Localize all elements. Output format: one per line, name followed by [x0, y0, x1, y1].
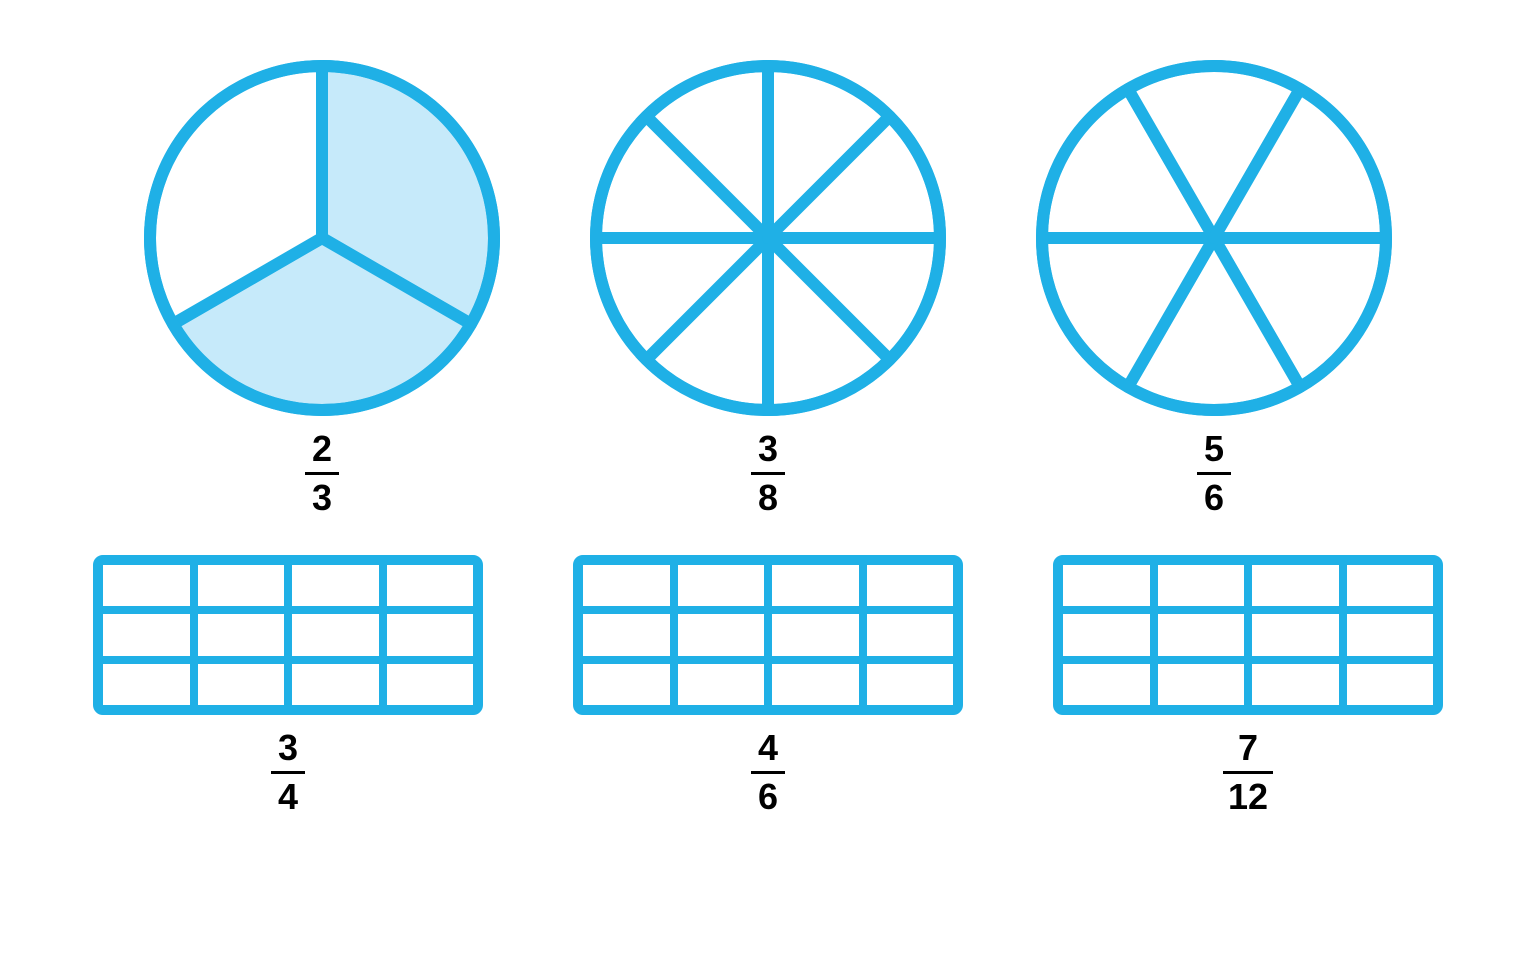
fraction-numerator: 3 — [758, 430, 778, 468]
fraction: 34 — [271, 729, 305, 816]
grid-7-12 — [1053, 555, 1443, 715]
fraction: 712 — [1223, 729, 1273, 816]
grid-cell — [387, 664, 474, 705]
grid-cell — [1347, 664, 1434, 705]
grid-cell — [1252, 565, 1339, 606]
grids-row: 3446712 — [0, 555, 1536, 816]
fraction-denominator: 6 — [758, 778, 778, 816]
circle-item: 56 — [1036, 60, 1392, 517]
grid-cell — [292, 614, 379, 655]
grid-cell — [867, 565, 954, 606]
grid-cell — [1347, 614, 1434, 655]
grid-cell — [867, 664, 954, 705]
fraction-denominator: 4 — [278, 778, 298, 816]
fraction-numerator: 7 — [1238, 729, 1258, 767]
fraction-denominator: 8 — [758, 479, 778, 517]
fraction-bar — [751, 472, 785, 475]
grid-item: 34 — [93, 555, 483, 816]
fraction-denominator: 6 — [1204, 479, 1224, 517]
grid-cell — [867, 614, 954, 655]
grid-cell — [103, 565, 190, 606]
grid-cell — [1252, 614, 1339, 655]
grid-cell — [772, 614, 859, 655]
fraction-numerator: 3 — [278, 729, 298, 767]
grid-cell — [103, 664, 190, 705]
grid-cell — [292, 565, 379, 606]
circle-3-8 — [590, 60, 946, 416]
fraction: 23 — [305, 430, 339, 517]
fraction-numerator: 5 — [1204, 430, 1224, 468]
grid-cell — [1347, 565, 1434, 606]
grid-cell — [678, 614, 765, 655]
grid-cell — [1063, 664, 1150, 705]
grid-cell — [198, 565, 285, 606]
circle-2-3 — [144, 60, 500, 416]
fraction-bar — [271, 771, 305, 774]
fraction-numerator: 4 — [758, 729, 778, 767]
grid-cell — [103, 614, 190, 655]
fraction-bar — [1223, 771, 1273, 774]
grid-cell — [678, 664, 765, 705]
grid-cell — [1158, 664, 1245, 705]
fraction-denominator: 3 — [312, 479, 332, 517]
grid-cell — [772, 565, 859, 606]
grid-cell — [678, 565, 765, 606]
grid-cell — [1063, 565, 1150, 606]
grid-cell — [583, 664, 670, 705]
grid-cell — [387, 565, 474, 606]
grid-3-4 — [93, 555, 483, 715]
circles-row: 233856 — [0, 60, 1536, 517]
grid-item: 46 — [573, 555, 963, 816]
fraction: 46 — [751, 729, 785, 816]
fraction-bar — [1197, 472, 1231, 475]
grid-cell — [1063, 614, 1150, 655]
grid-item: 712 — [1053, 555, 1443, 816]
grid-cell — [772, 664, 859, 705]
grid-cell — [1158, 614, 1245, 655]
fraction-bar — [751, 771, 785, 774]
grid-cell — [198, 614, 285, 655]
grid-cell — [583, 565, 670, 606]
grid-cell — [292, 664, 379, 705]
grid-cell — [583, 614, 670, 655]
fraction-numerator: 2 — [312, 430, 332, 468]
grid-cell — [387, 614, 474, 655]
circle-item: 23 — [144, 60, 500, 517]
fraction: 56 — [1197, 430, 1231, 517]
circle-5-6 — [1036, 60, 1392, 416]
fraction-denominator: 12 — [1228, 778, 1268, 816]
fraction: 38 — [751, 430, 785, 517]
fraction-bar — [305, 472, 339, 475]
grid-cell — [198, 664, 285, 705]
grid-4-6 — [573, 555, 963, 715]
grid-cell — [1158, 565, 1245, 606]
grid-cell — [1252, 664, 1339, 705]
fraction-diagram-container: 233856 3446712 — [0, 0, 1536, 954]
circle-item: 38 — [590, 60, 946, 517]
